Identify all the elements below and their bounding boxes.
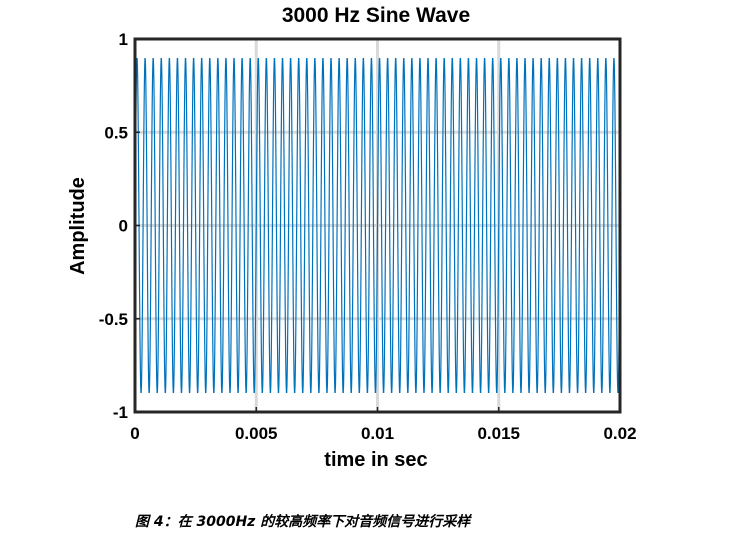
x-tick-label: 0 (130, 424, 139, 443)
x-tick-label: 0.01 (361, 424, 394, 443)
series-layer (134, 57, 621, 394)
chart-title: 3000 Hz Sine Wave (282, 4, 470, 27)
y-tick-label: -0.5 (99, 310, 128, 329)
series-line (134, 57, 621, 394)
y-tick-label: 0.5 (104, 123, 128, 142)
figure-caption: 图 4：在 3000Hz 的较高频率下对音频信号进行采样 (135, 514, 471, 530)
x-tick-label: 0.005 (235, 424, 278, 443)
x-tick-label: 0.015 (477, 424, 520, 443)
y-axis-ticks: 1 0.5 0 -0.5 -1 (99, 30, 140, 422)
y-axis-label: Amplitude (67, 177, 89, 275)
x-axis-label: time in sec (324, 449, 427, 471)
x-axis-ticks: 0 0.005 0.01 0.015 0.02 (130, 407, 637, 443)
x-tick-label: 0.02 (603, 424, 636, 443)
y-tick-label: 1 (119, 30, 128, 49)
y-tick-label: 0 (119, 217, 128, 236)
y-tick-label: -1 (113, 403, 128, 422)
